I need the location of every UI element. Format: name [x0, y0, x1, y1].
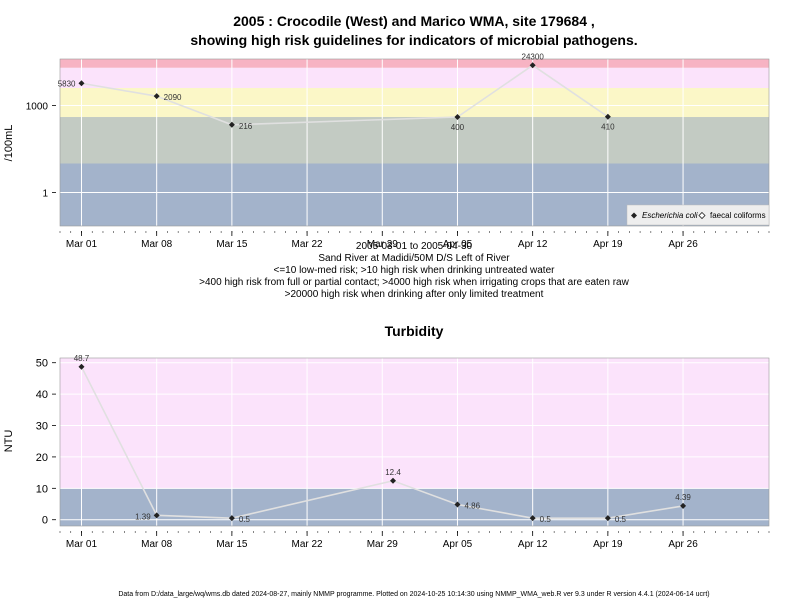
data-point-3	[454, 114, 461, 121]
data-point-3	[390, 477, 397, 484]
data-points	[78, 363, 687, 522]
risk-band-3	[60, 67, 769, 89]
data-point-5	[604, 113, 611, 120]
legend-entry-faecal: faecal coliforms	[710, 211, 766, 220]
series-line	[81, 64, 609, 126]
y-tick-label-4: 40	[36, 389, 48, 401]
data-label-2: 216	[239, 122, 253, 131]
data-label-3: 12.4	[385, 468, 401, 477]
y-tick-label-0: 1	[42, 188, 48, 199]
y-tick-label-5: 50	[36, 358, 48, 370]
y-axis-label: NTU	[3, 430, 15, 453]
x-axis: Mar 01 Mar 08 Mar 15 Mar 22 Mar 29 Apr 05 Apr …	[59, 531, 770, 550]
data-labels: 48.7 1.39 0.5 12.4 4.86 0.5 0.5 4.39	[74, 354, 692, 524]
x-tick-label-8: Apr 26	[668, 539, 698, 550]
y-axis: 0 10 20 30 40 50	[36, 358, 56, 527]
data-point-6	[604, 515, 611, 522]
risk-band-1	[60, 117, 769, 164]
x-tick-label-0: Mar 01	[66, 239, 98, 250]
data-label-2: 0.5	[239, 515, 251, 524]
x-tick-label-3: Mar 22	[292, 539, 324, 550]
chart-subtitle: showing high risk guidelines for indicat…	[190, 32, 637, 48]
data-point-2	[228, 121, 235, 128]
data-point-4	[454, 501, 461, 508]
x-tick-label-6: Apr 12	[518, 539, 548, 550]
data-label-6: 0.5	[615, 515, 627, 524]
legend-entry-ecoli: Escherichia coli	[642, 211, 698, 220]
footer-note: Data from D:/data_large/wq/wms.db dated …	[118, 591, 709, 598]
x-tick-label-7: Apr 19	[593, 239, 623, 250]
data-label-4: 4.86	[464, 501, 480, 510]
legend-marker-open	[698, 211, 706, 220]
caption-date-range: 2005-03-01 to 2005-04-30	[356, 241, 473, 252]
x-tick-label-1: Mar 08	[141, 239, 173, 250]
caption-guideline-1: <=10 low-med risk; >10 high risk when dr…	[274, 265, 556, 276]
y-tick-label-1: 1000	[26, 101, 49, 112]
legend-box	[626, 204, 770, 226]
data-point-5	[529, 515, 536, 522]
x-tick-label-4: Mar 29	[367, 239, 399, 250]
grid-lines	[59, 58, 770, 227]
x-tick-label-8: Apr 26	[668, 239, 698, 250]
legend: Escherichia coli faecal coliforms	[626, 204, 770, 226]
plot-frame	[59, 58, 770, 227]
grid-lines	[59, 357, 770, 527]
ecoli-panel: 5830 2090 216 400 24300 410 Mar 01 Mar 08 Mar 1…	[3, 52, 770, 300]
data-label-0: 48.7	[74, 354, 90, 363]
x-tick-label-0: Mar 01	[66, 539, 98, 550]
series-line-0	[81, 64, 609, 126]
risk-band-2	[60, 88, 769, 118]
x-tick-label-3: Mar 22	[292, 239, 324, 250]
data-point-1	[153, 512, 160, 519]
x-tick-label-5: Apr 05	[443, 239, 473, 250]
data-points	[78, 62, 611, 128]
risk-bands	[60, 59, 769, 226]
data-label-5: 0.5	[540, 515, 552, 524]
risk-bands	[60, 358, 769, 526]
x-tick-label-6: Apr 12	[518, 239, 548, 250]
x-tick-label-2: Mar 15	[216, 239, 248, 250]
x-tick-label-7: Apr 19	[593, 539, 623, 550]
x-tick-label-4: Mar 29	[367, 539, 399, 550]
y-tick-label-0: 0	[42, 515, 48, 527]
risk-band-4	[60, 59, 769, 68]
data-label-3: 400	[451, 123, 465, 132]
data-label-5: 410	[601, 123, 615, 132]
caption-guideline-3: >20000 high risk when drinking after onl…	[285, 289, 544, 300]
plot-frame	[59, 357, 770, 527]
data-label-7: 4.39	[675, 493, 691, 502]
turbidity-panel: 48.71.39 0.512.44.860.5 0.54.39 Mar 01 Mar …	[3, 354, 770, 550]
data-label-0: 5830	[58, 79, 76, 88]
y-axis: 1 1000	[26, 101, 56, 199]
x-tick-label-2: Mar 15	[216, 539, 248, 550]
y-axis-label: /100mL	[3, 125, 15, 162]
data-labels: 5830 2090 216 400 24300 410	[58, 52, 615, 132]
data-point-0	[78, 363, 85, 370]
data-point-0	[78, 80, 85, 87]
data-point-2	[228, 515, 235, 522]
series-line-0	[80, 366, 684, 519]
y-tick-label-3: 30	[36, 421, 48, 433]
data-label-1: 2090	[164, 93, 182, 102]
data-label-4: 24300	[522, 52, 545, 61]
risk-band-0	[60, 488, 769, 526]
caption-guideline-2: >400 high risk from full or partial cont…	[199, 277, 629, 288]
data-point-7	[680, 502, 687, 509]
caption-site: Sand River at Madidi/50M D/S Left of Riv…	[318, 253, 510, 264]
series-line	[80, 366, 684, 519]
legend-marker-filled	[631, 212, 637, 219]
x-axis: Mar 01 Mar 08 Mar 15 Mar 22 Mar 29 Apr 05 Apr …	[59, 231, 770, 250]
y-tick-label-1: 10	[36, 483, 48, 495]
x-tick-label-5: Apr 05	[443, 539, 473, 550]
data-point-1	[153, 93, 160, 100]
x-tick-label-1: Mar 08	[141, 539, 173, 550]
chart-title: 2005 : Crocodile (West) and Marico WMA, …	[233, 13, 595, 29]
turbidity-title: Turbidity	[385, 323, 444, 339]
y-tick-label-2: 20	[36, 452, 48, 464]
data-point-4	[529, 62, 536, 69]
risk-band-1	[60, 358, 769, 489]
data-label-1: 1.39	[135, 512, 151, 521]
